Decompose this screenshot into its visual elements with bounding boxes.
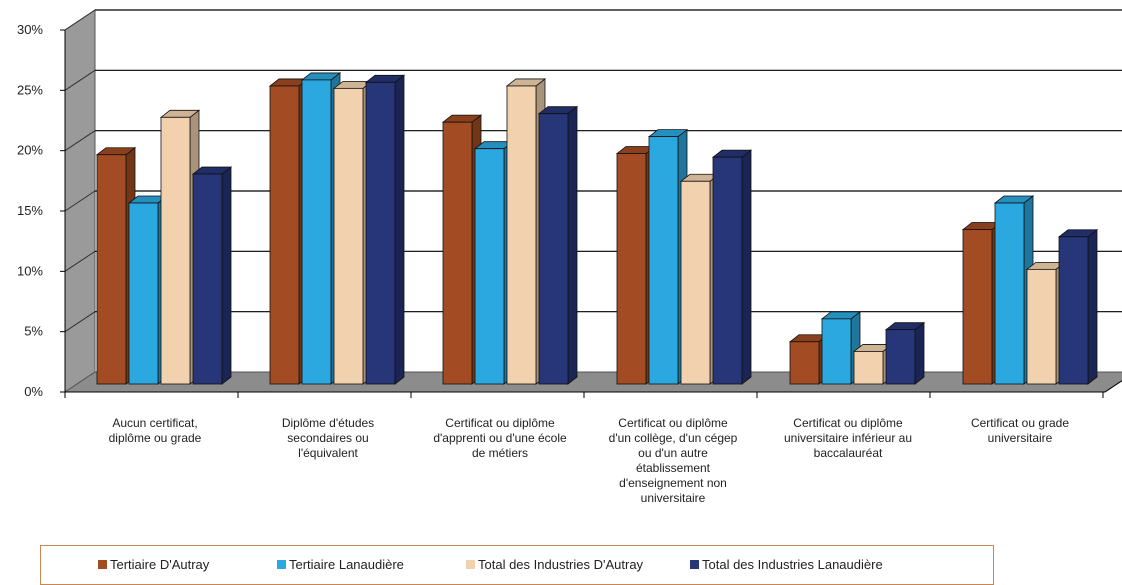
bar-front <box>506 85 537 385</box>
y-tick-label: 20% <box>17 143 43 158</box>
bar-front <box>333 87 364 385</box>
bar-front <box>789 341 820 385</box>
legend-label: Tertiaire D'Autray <box>110 557 210 572</box>
bar-side <box>221 166 232 385</box>
y-tick-label: 15% <box>17 203 43 218</box>
x-tick-label: Diplôme d'études secondaires ou l'équiva… <box>281 416 375 460</box>
bar-front <box>712 156 743 385</box>
bar-front <box>442 121 473 385</box>
legend-label: Total des Industries D'Autray <box>478 557 644 572</box>
gridlines <box>64 9 1122 333</box>
bar-front <box>128 202 159 385</box>
bar-front <box>365 81 396 385</box>
bar-front <box>192 173 223 385</box>
bar <box>884 321 926 385</box>
bar-front <box>648 136 679 385</box>
x-tick-label: Certificat ou diplôme d'un collège, d'un… <box>608 416 738 505</box>
legend: Tertiaire D'Autray Tertiaire Lanaudière To… <box>40 545 994 585</box>
bar-side <box>741 149 752 385</box>
bar <box>993 195 1035 385</box>
legend-label: Tertiaire Lanaudière <box>289 557 404 572</box>
legend-swatch <box>690 560 699 569</box>
y-tick-label: 25% <box>17 82 43 97</box>
bar <box>364 74 406 385</box>
bar-front <box>96 154 127 385</box>
bar-front <box>962 229 993 385</box>
legend-item: Tertiaire Lanaudière <box>277 557 404 572</box>
x-tick-label: Certificat ou diplôme d'apprenti ou d'un… <box>433 416 567 460</box>
bar-front <box>269 85 300 385</box>
bar-front <box>853 351 884 385</box>
legend-swatch <box>466 560 475 569</box>
bar-front <box>616 153 647 385</box>
bar-front <box>538 113 569 385</box>
gridline-diagonal <box>64 311 96 333</box>
floor-edge <box>1104 380 1122 393</box>
y-tick-label: 30% <box>17 22 43 37</box>
bar-front <box>994 202 1025 385</box>
bar <box>711 149 753 385</box>
legend-swatch <box>277 560 286 569</box>
legend-item: Total des Industries Lanaudière <box>690 557 883 572</box>
bar <box>537 105 579 385</box>
legend-swatch <box>98 560 107 569</box>
legend-item: Tertiaire D'Autray <box>98 557 209 572</box>
bar-front <box>301 79 332 385</box>
y-tick-label: 0% <box>24 384 43 399</box>
y-tick-label: 10% <box>17 263 43 278</box>
bar <box>95 146 137 385</box>
bar <box>332 80 374 385</box>
axes <box>60 29 1122 398</box>
y-tick-labels: 0% 5% 10% 15% 20% 25% 30% <box>17 22 43 399</box>
bar <box>820 311 862 385</box>
x-tick-label: Certificat ou grade universitaire <box>970 416 1070 445</box>
bar-front <box>474 148 505 385</box>
bar-front <box>1058 236 1089 385</box>
legend-item: Total des Industries D'Autray <box>466 557 643 572</box>
x-tick-label: Aucun certificat, diplôme ou grade <box>108 416 202 445</box>
bar-front <box>160 116 191 385</box>
bar <box>1057 228 1099 385</box>
bar <box>191 166 233 385</box>
x-tick-label: Certificat ou diplôme universitaire infé… <box>783 416 913 460</box>
bar-side <box>914 321 925 385</box>
bar-front <box>1026 268 1057 385</box>
bar-side <box>567 105 578 385</box>
bars <box>95 72 1099 385</box>
gridline-diagonal <box>64 190 96 212</box>
y-tick-label: 5% <box>24 324 43 339</box>
bar-front <box>885 329 916 385</box>
bar-side <box>394 74 405 385</box>
gridline-diagonal <box>64 130 96 152</box>
bar-chart: 0% 5% 10% 15% 20% 25% 30% <box>17 9 1122 399</box>
bar <box>1025 261 1067 385</box>
gridline-diagonal <box>64 250 96 272</box>
bar-front <box>821 318 852 385</box>
legend-label: Total des Industries Lanaudière <box>702 557 883 572</box>
bar-front <box>680 180 711 385</box>
bar-side <box>1087 228 1098 385</box>
gridline-diagonal <box>64 9 96 31</box>
gridline-diagonal <box>64 69 96 91</box>
